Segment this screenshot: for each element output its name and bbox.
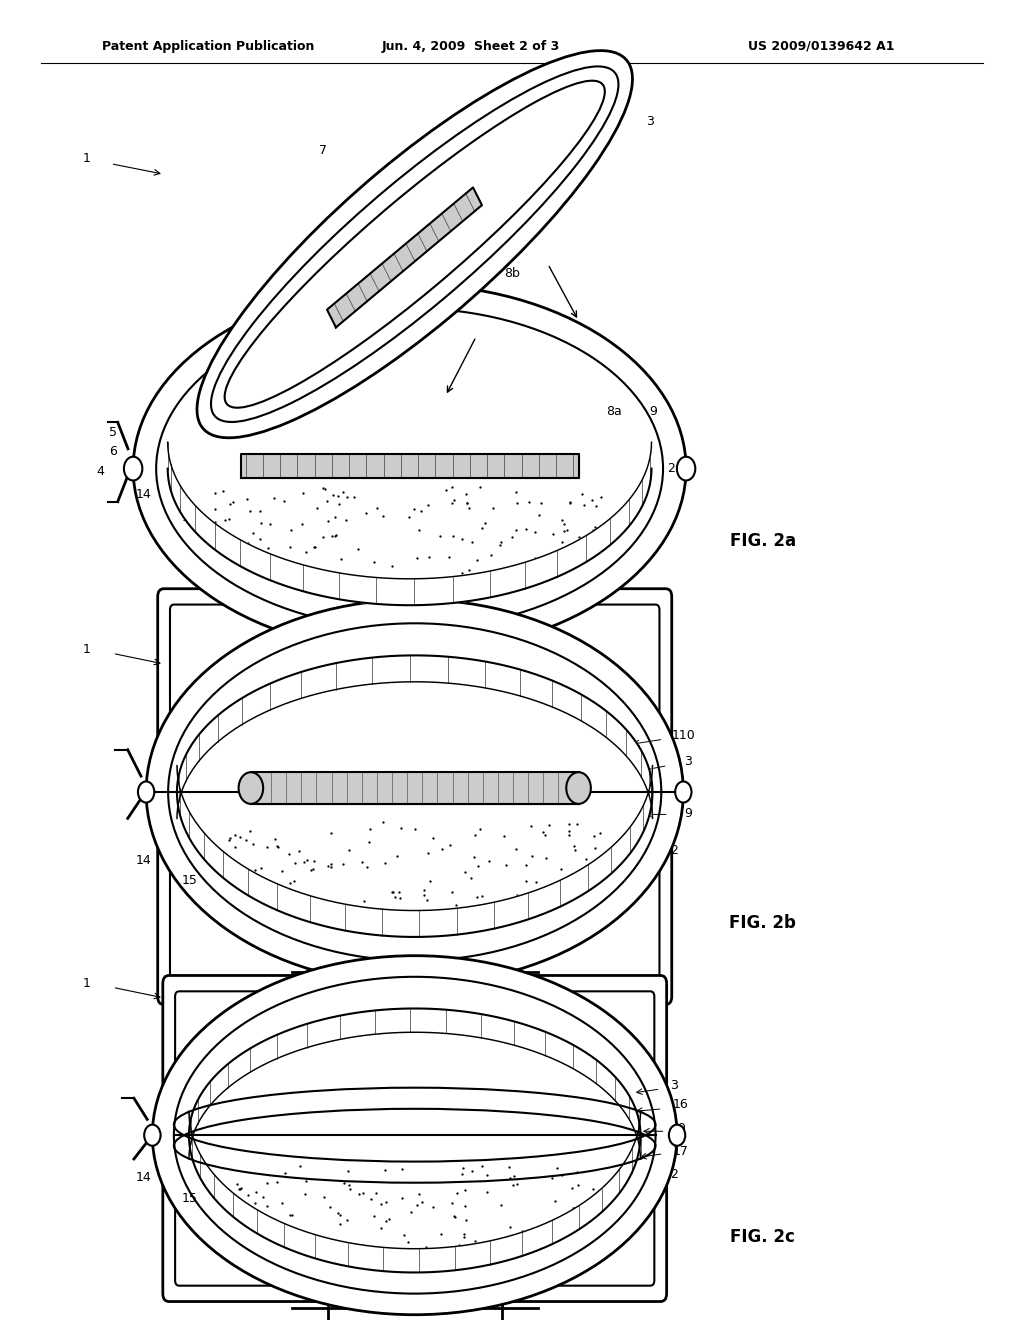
Text: 1: 1 xyxy=(83,643,91,656)
Ellipse shape xyxy=(153,956,677,1315)
Text: 8a: 8a xyxy=(391,821,408,834)
Text: 3: 3 xyxy=(684,755,692,768)
Circle shape xyxy=(124,457,142,480)
Text: 14: 14 xyxy=(135,1171,152,1184)
Polygon shape xyxy=(189,1111,641,1272)
Ellipse shape xyxy=(146,599,683,985)
Text: 15: 15 xyxy=(181,874,198,887)
Text: 17: 17 xyxy=(673,1144,689,1158)
Text: FIG. 2b: FIG. 2b xyxy=(729,913,797,932)
Text: 14: 14 xyxy=(135,854,152,867)
Circle shape xyxy=(677,457,695,480)
Text: 7: 7 xyxy=(318,144,327,157)
Text: 9: 9 xyxy=(649,405,657,418)
Polygon shape xyxy=(189,1008,641,1159)
Ellipse shape xyxy=(168,623,662,961)
Polygon shape xyxy=(168,442,651,605)
Text: FIG. 2a: FIG. 2a xyxy=(730,532,796,550)
Polygon shape xyxy=(189,1008,641,1135)
FancyBboxPatch shape xyxy=(170,605,659,989)
Text: FIG. 2c: FIG. 2c xyxy=(730,1228,796,1246)
Circle shape xyxy=(566,772,591,804)
Text: Patent Application Publication: Patent Application Publication xyxy=(102,40,314,53)
Ellipse shape xyxy=(174,977,655,1294)
Text: 8b: 8b xyxy=(504,267,520,280)
Text: 6: 6 xyxy=(109,445,117,458)
Text: 9: 9 xyxy=(677,1122,685,1135)
Text: 15: 15 xyxy=(181,511,198,524)
Polygon shape xyxy=(177,766,652,937)
Ellipse shape xyxy=(156,309,664,630)
Polygon shape xyxy=(177,656,652,792)
Text: 110: 110 xyxy=(672,729,696,742)
Circle shape xyxy=(138,781,155,803)
Text: 10: 10 xyxy=(345,337,361,350)
FancyBboxPatch shape xyxy=(163,975,667,1302)
Polygon shape xyxy=(241,454,579,478)
Text: 3: 3 xyxy=(646,115,654,128)
Polygon shape xyxy=(177,656,652,818)
FancyBboxPatch shape xyxy=(175,991,654,1286)
Text: Jun. 4, 2009  Sheet 2 of 3: Jun. 4, 2009 Sheet 2 of 3 xyxy=(382,40,560,53)
Polygon shape xyxy=(177,792,652,937)
Circle shape xyxy=(675,781,691,803)
Text: 15: 15 xyxy=(181,1192,198,1205)
Polygon shape xyxy=(327,187,482,327)
Text: 1: 1 xyxy=(83,977,91,990)
Polygon shape xyxy=(168,469,651,605)
Text: 100: 100 xyxy=(254,781,279,795)
Ellipse shape xyxy=(211,66,618,422)
FancyBboxPatch shape xyxy=(158,589,672,1005)
Circle shape xyxy=(239,772,263,804)
Ellipse shape xyxy=(197,50,633,438)
Text: 2: 2 xyxy=(667,462,675,475)
Text: 8a,8b: 8a,8b xyxy=(525,1118,560,1131)
Circle shape xyxy=(144,1125,161,1146)
Text: 7: 7 xyxy=(395,715,403,729)
Text: 8b: 8b xyxy=(388,781,404,795)
Text: 2: 2 xyxy=(670,1168,678,1181)
Text: 1: 1 xyxy=(83,152,91,165)
Text: 4: 4 xyxy=(96,465,104,478)
Text: 3: 3 xyxy=(670,1078,678,1092)
Text: 16: 16 xyxy=(673,1098,689,1111)
Text: 8a: 8a xyxy=(606,405,623,418)
Ellipse shape xyxy=(224,81,605,408)
Text: US 2009/0139642 A1: US 2009/0139642 A1 xyxy=(748,40,894,53)
Text: 2: 2 xyxy=(670,843,678,857)
Polygon shape xyxy=(251,772,579,804)
Text: 7: 7 xyxy=(395,1065,403,1078)
Text: 9: 9 xyxy=(684,807,692,820)
Text: 111: 111 xyxy=(477,781,502,795)
Text: 5: 5 xyxy=(109,426,117,440)
Text: 100: 100 xyxy=(264,1118,289,1131)
Ellipse shape xyxy=(133,285,686,653)
Circle shape xyxy=(669,1125,685,1146)
Polygon shape xyxy=(189,1135,641,1272)
Text: 14: 14 xyxy=(135,488,152,502)
